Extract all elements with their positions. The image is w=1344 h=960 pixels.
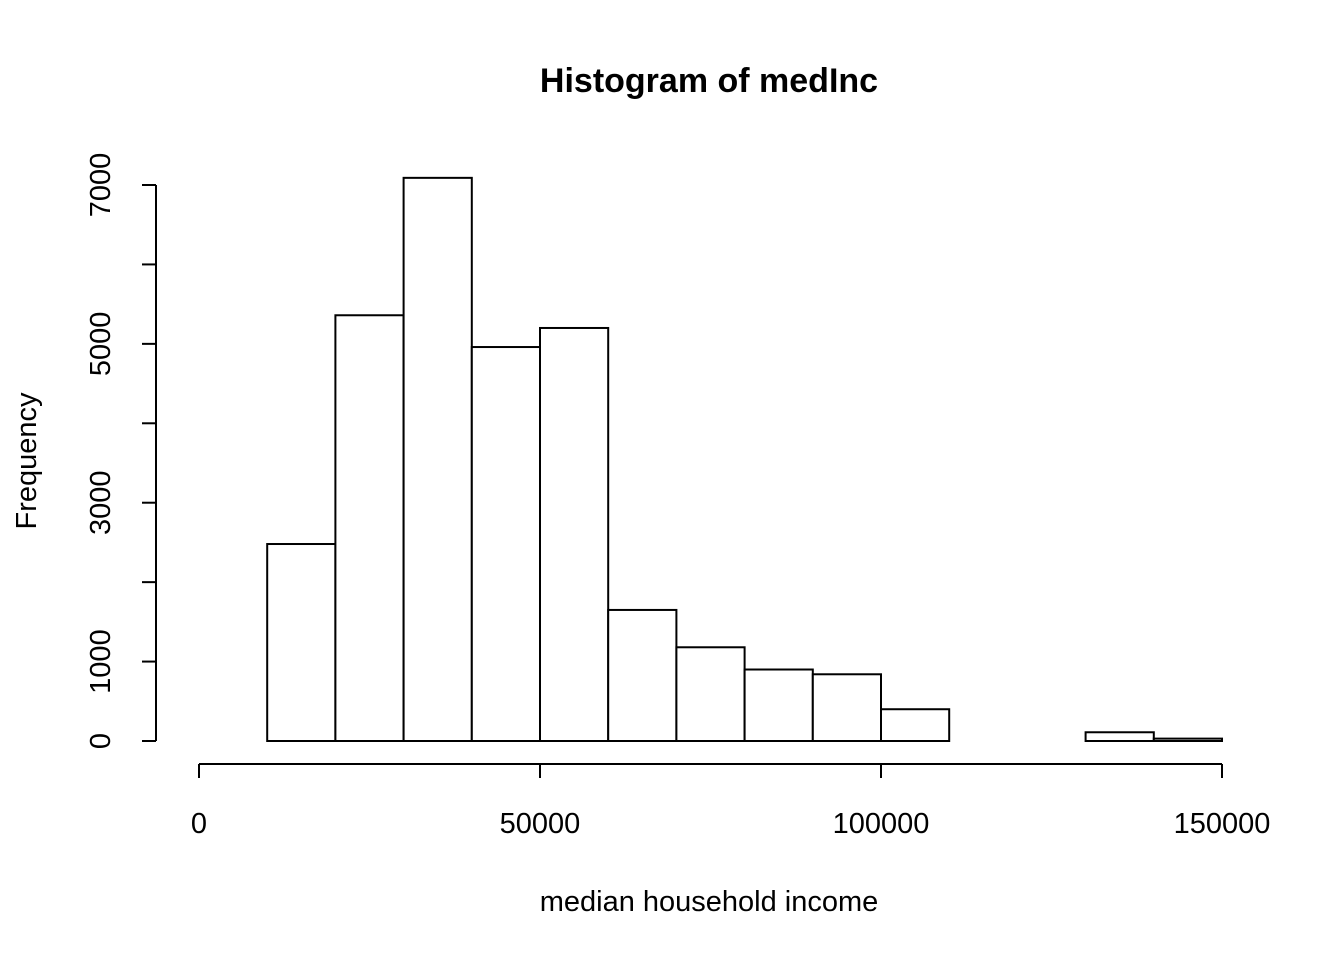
- histogram-bar-10: [880, 708, 951, 743]
- histogram-bar-3: [402, 176, 473, 742]
- y-axis: 0 1000 3000 5000 7000: [85, 153, 157, 749]
- chart-title: Histogram of medInc: [540, 62, 878, 100]
- y-axis-label: Frequency: [11, 392, 43, 530]
- y-tick-label-0: 0: [85, 733, 117, 749]
- y-tick-label-2: 3000: [85, 470, 117, 535]
- histogram-bar-2: [334, 314, 405, 742]
- histogram-bar-9: [811, 673, 882, 743]
- x-tick-label-3: 150000: [1174, 808, 1271, 840]
- histogram-bar-8: [743, 668, 814, 742]
- histogram-bar-1: [266, 543, 337, 743]
- x-axis: 0 50000 100000 150000: [191, 763, 1271, 840]
- x-tick-label-2: 100000: [833, 808, 930, 840]
- x-axis-label: median household income: [540, 886, 879, 918]
- histogram-bar-13: [1084, 731, 1155, 743]
- y-tick-label-1: 1000: [85, 629, 117, 694]
- histogram-bar-7: [675, 646, 746, 743]
- histogram-bars: [266, 176, 1224, 743]
- x-tick-label-0: 0: [191, 808, 207, 840]
- y-tick-label-4: 7000: [85, 153, 117, 218]
- histogram-bar-14: [1152, 737, 1224, 742]
- histogram-bar-6: [607, 608, 678, 743]
- x-tick-label-1: 50000: [500, 808, 581, 840]
- histogram-bar-5: [539, 326, 610, 742]
- histogram-bar-4: [470, 346, 541, 742]
- y-tick-label-3: 5000: [85, 312, 117, 377]
